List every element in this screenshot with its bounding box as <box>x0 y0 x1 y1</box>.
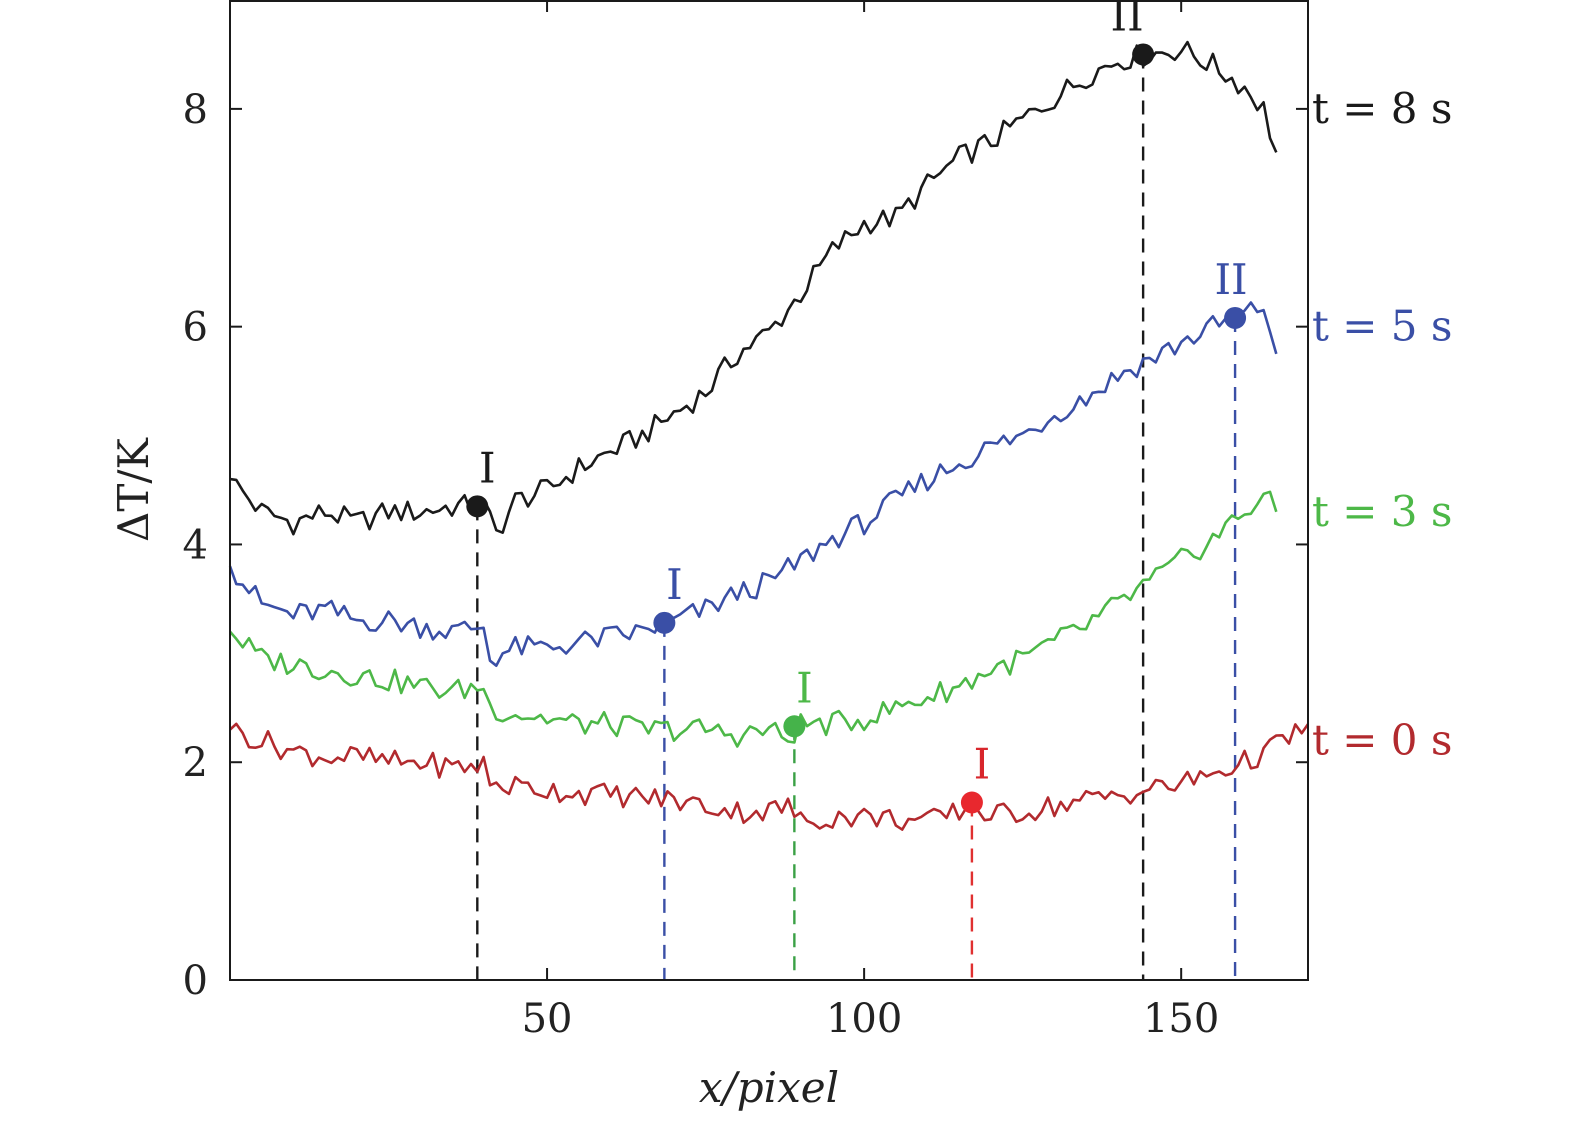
x-tick-label: 100 <box>826 996 902 1042</box>
marker-label: I <box>666 560 683 609</box>
marker-label: II <box>1214 255 1247 304</box>
series-line <box>229 722 1310 831</box>
series-line <box>229 490 1278 748</box>
series-label: t = 3 s <box>1312 487 1452 536</box>
series-line <box>229 40 1278 536</box>
marker-point <box>1224 306 1247 329</box>
plot-frame <box>229 0 1309 981</box>
guide-lines-layer <box>476 54 1237 980</box>
marker-label: I <box>796 663 813 712</box>
marker-label: II <box>1111 0 1144 40</box>
y-axis-title: ΔT/K <box>109 436 158 541</box>
series-label: t = 5 s <box>1312 302 1452 351</box>
marker-point <box>1132 43 1155 66</box>
series-label: t = 0 s <box>1312 715 1452 764</box>
y-tick-label: 8 <box>183 87 208 133</box>
marker-point <box>653 611 676 634</box>
marker-point <box>466 495 489 518</box>
series-label: t = 8 s <box>1312 84 1452 133</box>
y-tick-label: 6 <box>183 305 208 351</box>
marker-label: I <box>974 740 991 789</box>
ticks-layer: 50 100 150 0 2 4 6 8 <box>183 0 1308 1042</box>
y-tick-label: 4 <box>183 522 208 568</box>
y-tick-label: 2 <box>183 740 208 786</box>
x-axis-title: x/pixel <box>699 1063 839 1112</box>
y-tick-label: 0 <box>183 958 208 1004</box>
marker-point <box>960 791 983 814</box>
series-labels-layer: t = 8 s t = 5 s t = 3 s t = 0 s <box>1312 84 1452 765</box>
series-lines-layer <box>228 40 1310 831</box>
x-tick-label: 150 <box>1143 996 1219 1042</box>
marker-point <box>783 715 806 738</box>
marker-label: I <box>479 443 496 492</box>
x-tick-label: 50 <box>522 996 573 1042</box>
series-line <box>228 301 1278 668</box>
